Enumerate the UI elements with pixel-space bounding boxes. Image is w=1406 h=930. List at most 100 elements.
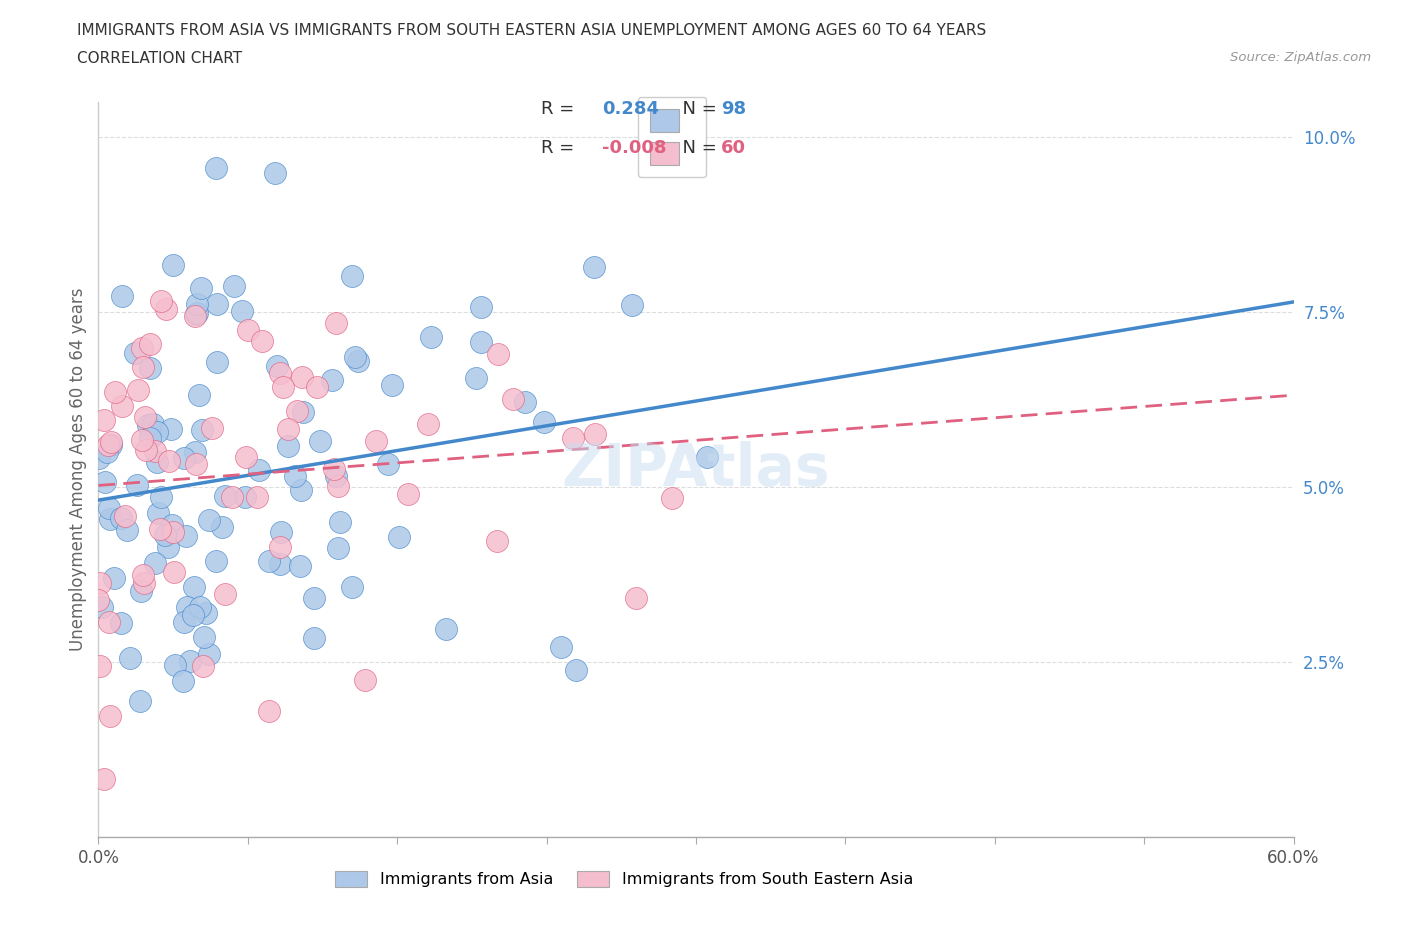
Point: [160, 517, 183, 532]
Point: [205, 553, 228, 568]
Point: [136, 418, 159, 432]
Point: [162, 525, 184, 539]
Point: [263, 166, 285, 180]
Point: [583, 259, 606, 274]
Point: [142, 417, 165, 432]
Point: [132, 576, 155, 591]
Point: [87, 592, 110, 607]
Point: [198, 512, 221, 527]
Point: [377, 457, 399, 472]
Legend: Immigrants from Asia, Immigrants from South Eastern Asia: Immigrants from Asia, Immigrants from So…: [328, 863, 921, 896]
Point: [418, 417, 440, 432]
Point: [184, 457, 207, 472]
Point: [134, 409, 156, 424]
Point: [257, 553, 280, 568]
Point: [396, 487, 419, 502]
Point: [149, 293, 172, 308]
Point: [266, 359, 288, 374]
Point: [308, 433, 330, 448]
Point: [328, 540, 350, 555]
Point: [173, 615, 195, 630]
Text: IMMIGRANTS FROM ASIA VS IMMIGRANTS FROM SOUTH EASTERN ASIA UNEMPLOYMENT AMONG AG: IMMIGRANTS FROM ASIA VS IMMIGRANTS FROM …: [77, 23, 987, 38]
Point: [269, 539, 291, 554]
Point: [149, 489, 172, 504]
Point: [191, 422, 214, 437]
Text: N =: N =: [671, 139, 723, 156]
Point: [157, 453, 180, 468]
Point: [583, 427, 606, 442]
Point: [131, 432, 153, 447]
Point: [347, 354, 370, 369]
Point: [131, 340, 153, 355]
Point: [100, 435, 122, 450]
Point: [117, 523, 139, 538]
Point: [470, 299, 492, 314]
Point: [143, 555, 166, 570]
Point: [148, 505, 170, 520]
Point: [388, 529, 411, 544]
Point: [502, 392, 524, 406]
Point: [434, 621, 457, 636]
Point: [173, 450, 195, 465]
Point: [205, 297, 228, 312]
Point: [155, 301, 177, 316]
Point: [419, 329, 441, 344]
Point: [111, 288, 134, 303]
Point: [247, 463, 270, 478]
Point: [98, 512, 121, 526]
Point: [354, 673, 377, 688]
Point: [246, 490, 269, 505]
Point: [211, 520, 233, 535]
Point: [277, 421, 299, 436]
Point: [214, 587, 236, 602]
Point: [129, 583, 152, 598]
Point: [550, 640, 572, 655]
Point: [290, 482, 312, 497]
Point: [565, 662, 588, 677]
Point: [470, 334, 492, 349]
Point: [323, 461, 346, 476]
Point: [326, 478, 349, 493]
Point: [513, 394, 536, 409]
Point: [307, 379, 329, 394]
Point: [174, 529, 197, 544]
Point: [321, 373, 343, 388]
Point: [222, 278, 245, 293]
Text: 98: 98: [721, 100, 747, 117]
Point: [132, 567, 155, 582]
Point: [191, 658, 214, 673]
Point: [485, 534, 508, 549]
Point: [201, 420, 224, 435]
Point: [135, 443, 157, 458]
Point: [114, 509, 136, 524]
Point: [172, 673, 194, 688]
Point: [87, 451, 110, 466]
Point: [205, 354, 228, 369]
Point: [302, 591, 325, 606]
Y-axis label: Unemployment Among Ages 60 to 64 years: Unemployment Among Ages 60 to 64 years: [69, 288, 87, 651]
Text: ZIPAtlas: ZIPAtlas: [561, 441, 831, 498]
Point: [139, 431, 162, 445]
Point: [129, 693, 152, 708]
Point: [250, 334, 273, 349]
Point: [621, 298, 644, 312]
Point: [302, 631, 325, 645]
Point: [198, 646, 221, 661]
Point: [132, 360, 155, 375]
Point: [340, 579, 363, 594]
Point: [149, 522, 172, 537]
Text: 0.284: 0.284: [602, 100, 659, 117]
Point: [96, 445, 118, 459]
Point: [91, 600, 114, 615]
Point: [661, 490, 683, 505]
Point: [176, 600, 198, 615]
Point: [464, 371, 486, 386]
Point: [104, 384, 127, 399]
Point: [235, 450, 257, 465]
Point: [236, 323, 259, 338]
Point: [325, 315, 347, 330]
Point: [97, 437, 120, 452]
Point: [285, 404, 308, 418]
Point: [98, 709, 121, 724]
Point: [94, 474, 117, 489]
